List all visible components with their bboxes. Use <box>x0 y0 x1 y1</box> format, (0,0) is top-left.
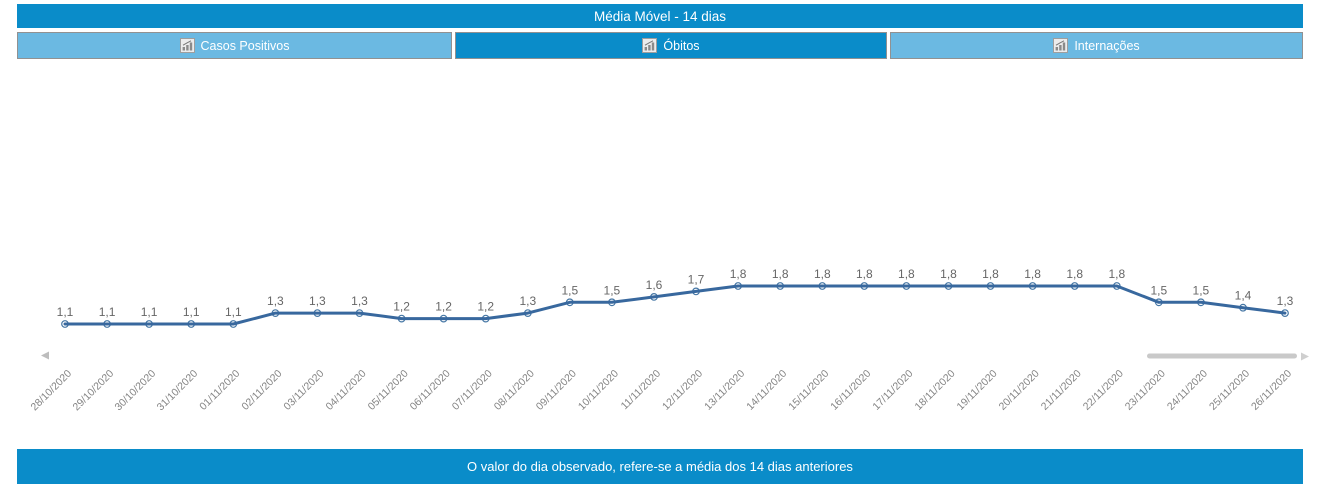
x-axis-date-label: 10/11/2020 <box>576 368 621 413</box>
scrollbar-thumb[interactable] <box>1147 353 1297 359</box>
x-axis-date-label: 14/11/2020 <box>744 368 789 413</box>
x-axis-date-label: 12/11/2020 <box>660 368 705 413</box>
data-point-label: 1,1 <box>225 305 242 319</box>
data-point-label: 1,5 <box>1150 283 1167 297</box>
data-point-label: 1,1 <box>99 305 116 319</box>
data-point-label: 1,5 <box>1193 283 1210 297</box>
data-point-label: 1,8 <box>1108 267 1125 281</box>
data-point-label: 1,6 <box>646 278 663 292</box>
x-axis-date-label: 16/11/2020 <box>828 368 873 413</box>
x-axis-date-label: 13/11/2020 <box>702 368 747 413</box>
x-axis-date-label: 18/11/2020 <box>913 368 958 413</box>
footer-note: O valor do dia observado, refere-se a mé… <box>467 459 853 474</box>
x-axis-date-label: 01/11/2020 <box>197 368 242 413</box>
x-axis-date-label: 26/11/2020 <box>1249 368 1294 413</box>
data-point-label: 1,3 <box>267 294 284 308</box>
data-point-label: 1,5 <box>604 283 621 297</box>
bar-chart-icon <box>179 38 195 53</box>
tab-label: Óbitos <box>663 38 700 53</box>
data-point-label: 1,1 <box>57 305 74 319</box>
data-point-label: 1,8 <box>898 267 915 281</box>
data-point-label: 1,5 <box>561 283 578 297</box>
tab-bar: Casos Positivos Óbitos <box>17 32 1303 59</box>
x-axis-date-label: 17/11/2020 <box>870 368 915 413</box>
data-point-label: 1,8 <box>1024 267 1041 281</box>
page-title: Média Móvel - 14 dias <box>593 8 727 24</box>
data-point-label: 1,8 <box>982 267 999 281</box>
x-axis-date-label: 08/11/2020 <box>492 368 537 413</box>
x-axis-date-label: 09/11/2020 <box>534 368 579 413</box>
data-point-label: 1,4 <box>1235 289 1252 303</box>
data-point-label: 1,2 <box>393 300 410 314</box>
data-point-label: 1,3 <box>519 294 536 308</box>
title-banner: Média Móvel - 14 dias <box>17 4 1303 28</box>
bar-chart-icon <box>642 38 658 53</box>
tab-casos-positivos[interactable]: Casos Positivos <box>17 32 452 59</box>
data-point-label: 1,3 <box>351 294 368 308</box>
x-axis-date-label: 23/11/2020 <box>1123 368 1168 413</box>
x-axis-date-label: 21/11/2020 <box>1039 368 1084 413</box>
data-point-label: 1,3 <box>309 294 326 308</box>
scroll-right-icon[interactable] <box>1301 352 1309 361</box>
data-point-label: 1,8 <box>772 267 789 281</box>
x-axis-date-label: 28/10/2020 <box>28 368 74 414</box>
x-axis-date-label: 04/11/2020 <box>324 368 369 413</box>
data-point-label: 1,3 <box>1277 294 1294 308</box>
x-axis-date-label: 11/11/2020 <box>619 368 664 413</box>
x-axis-date-label: 25/11/2020 <box>1207 368 1252 413</box>
x-axis-date-label: 06/11/2020 <box>408 368 453 413</box>
data-point-label: 1,1 <box>183 305 200 319</box>
x-axis-date-label: 24/11/2020 <box>1165 368 1210 413</box>
series-line <box>63 284 1287 326</box>
x-axis-date-label: 31/10/2020 <box>155 368 201 414</box>
x-axis-date-label: 20/11/2020 <box>997 368 1042 413</box>
data-point-label: 1,8 <box>730 267 747 281</box>
data-point-label: 1,8 <box>814 267 831 281</box>
data-point-label: 1,8 <box>940 267 957 281</box>
scroll-left-icon[interactable] <box>41 351 49 360</box>
x-axis-date-label: 30/10/2020 <box>113 368 159 414</box>
tab-label: Casos Positivos <box>200 38 290 53</box>
x-axis-date-label: 02/11/2020 <box>239 368 284 413</box>
bar-chart-icon <box>1053 38 1069 53</box>
data-point-label: 1,2 <box>477 300 494 314</box>
footer-banner: O valor do dia observado, refere-se a mé… <box>17 449 1303 484</box>
x-axis-date-label: 15/11/2020 <box>786 368 831 413</box>
x-axis-date-label: 22/11/2020 <box>1081 368 1126 413</box>
data-point-label: 1,8 <box>1066 267 1083 281</box>
x-axis-date-label: 29/10/2020 <box>71 368 117 414</box>
x-axis-date-label: 03/11/2020 <box>281 368 326 413</box>
tab-internacoes[interactable]: Internações <box>890 32 1303 59</box>
data-point-label: 1,1 <box>141 305 158 319</box>
x-axis-date-label: 07/11/2020 <box>450 368 495 413</box>
tab-label: Internações <box>1074 38 1140 53</box>
x-axis-date-label: 05/11/2020 <box>366 368 411 413</box>
tab-obitos[interactable]: Óbitos <box>455 32 887 59</box>
data-point-label: 1,8 <box>856 267 873 281</box>
data-point-label: 1,7 <box>688 272 705 286</box>
data-point-label: 1,2 <box>435 300 452 314</box>
x-axis-date-label: 19/11/2020 <box>955 368 1000 413</box>
